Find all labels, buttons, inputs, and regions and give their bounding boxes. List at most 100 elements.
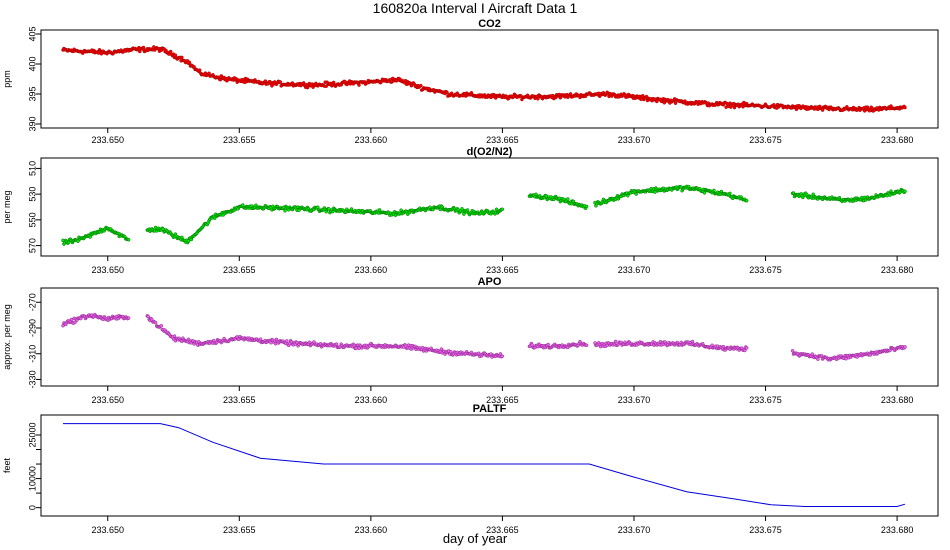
x-tick-label: 233.660 — [355, 395, 388, 405]
x-tick-label: 233.670 — [618, 395, 651, 405]
x-tick-label: 233.675 — [749, 265, 782, 275]
data-point — [744, 346, 749, 350]
x-tick-label: 233.650 — [91, 395, 124, 405]
x-tick-label: 233.665 — [486, 395, 519, 405]
data-point — [76, 239, 80, 243]
x-tick-label: 233.670 — [618, 265, 651, 275]
data-point — [307, 340, 312, 345]
panel-title: APO — [478, 276, 502, 288]
data-point — [500, 207, 505, 212]
data-point — [168, 49, 173, 54]
data-point — [801, 195, 805, 200]
data-point — [903, 105, 907, 110]
data-point — [500, 354, 505, 358]
y-tick-label: 390 — [27, 116, 37, 131]
y-tick-label: -270 — [27, 293, 37, 311]
data-point — [888, 348, 892, 353]
plot-frame — [40, 157, 939, 257]
data-point — [673, 101, 678, 105]
data-point — [790, 349, 795, 353]
data-point — [634, 192, 638, 196]
x-axis-label: day of year — [443, 531, 508, 546]
data-point — [568, 92, 573, 96]
data-point — [462, 212, 466, 216]
data-point — [419, 83, 423, 88]
data-point — [258, 337, 263, 341]
data-point — [613, 339, 618, 344]
data-point — [811, 192, 815, 197]
y-tick-label: 530 — [27, 187, 37, 202]
x-tick-label: 233.675 — [749, 135, 782, 145]
y-tick-label: 0 — [27, 505, 37, 510]
y-tick-label: 550 — [27, 212, 37, 227]
data-point — [153, 320, 158, 325]
data-point — [207, 71, 211, 76]
panel-d-o2-n2-: d(O2/N2) per meg 233.650 233.655 233.660 233.… — [2, 146, 939, 275]
data-point — [352, 343, 357, 348]
y-tick-label: -330 — [27, 370, 37, 388]
x-tick-label: 233.660 — [355, 135, 388, 145]
y-tick-label: -290 — [27, 319, 37, 337]
plot-frame — [40, 287, 939, 387]
plot-frame — [40, 414, 939, 517]
x-tick-label: 233.680 — [881, 525, 914, 535]
data-point — [197, 68, 202, 72]
data-point — [357, 83, 361, 87]
data-point — [584, 343, 589, 348]
x-tick-label: 233.655 — [223, 395, 256, 405]
data-point — [702, 191, 707, 195]
x-tick-label: 233.665 — [486, 135, 519, 145]
y-tick-label: 405 — [27, 26, 37, 41]
data-point — [159, 324, 164, 328]
panel-co2: CO2 ppm 233.650 233.655 233.660 233.665 233.67… — [2, 18, 939, 145]
y-axis-label: feet — [2, 457, 12, 473]
data-point — [88, 235, 92, 239]
data-point — [173, 53, 178, 57]
x-tick-label: 233.665 — [486, 265, 519, 275]
data-point — [285, 339, 289, 343]
x-tick-label: 233.675 — [749, 395, 782, 405]
x-tick-label: 233.650 — [91, 265, 124, 275]
data-point — [712, 188, 716, 193]
data-point — [334, 342, 339, 346]
data-point — [69, 317, 74, 322]
data-point — [810, 352, 815, 356]
y-axis-label: per meg — [2, 190, 12, 223]
data-point — [536, 97, 540, 101]
panel-title: d(O2/N2) — [467, 146, 513, 158]
data-point — [126, 316, 131, 320]
data-point — [728, 191, 732, 196]
x-tick-label: 233.655 — [223, 135, 256, 145]
data-point — [445, 90, 449, 95]
x-tick-label: 233.670 — [618, 135, 651, 145]
data-point — [465, 208, 470, 212]
data-point — [584, 204, 589, 209]
x-tick-label: 233.655 — [223, 525, 256, 535]
data-point — [566, 197, 570, 201]
data-point — [819, 354, 824, 358]
x-tick-label: 233.680 — [881, 395, 914, 405]
data-point — [743, 348, 747, 353]
data-point — [172, 334, 177, 338]
data-point — [494, 207, 499, 212]
data-point — [869, 105, 874, 109]
data-point — [146, 314, 150, 319]
data-point — [903, 345, 907, 349]
data-point — [544, 194, 549, 198]
data-point — [742, 100, 746, 105]
y-tick-label: -310 — [27, 345, 37, 363]
data-point — [126, 238, 131, 242]
data-point — [546, 342, 550, 347]
data-point — [66, 240, 71, 245]
y-tick-label: 400 — [27, 56, 37, 71]
x-tick-label: 233.650 — [91, 135, 124, 145]
data-point — [73, 320, 77, 324]
data-point — [330, 209, 335, 214]
data-point — [744, 198, 749, 203]
panel-title: PALTF — [473, 403, 507, 415]
figure-title: 160820a Interval I Aircraft Data 1 — [373, 0, 578, 16]
panel-apo: APO approx. per meg 233.650 233.655 233.660 2… — [2, 276, 939, 405]
y-tick-label: 10000 — [27, 466, 37, 491]
x-tick-label: 233.660 — [355, 265, 388, 275]
data-point — [653, 190, 657, 194]
